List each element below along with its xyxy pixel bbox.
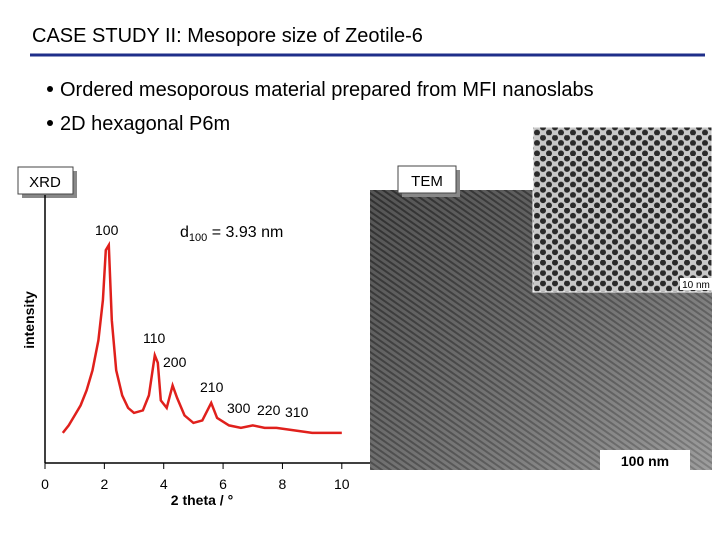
d-spacing-main: d xyxy=(180,224,189,241)
xrd-label-box xyxy=(17,166,74,195)
x-tick-label: 2 xyxy=(100,476,108,492)
x-tick-label: 4 xyxy=(160,476,168,492)
inset-scale: 10 nm xyxy=(682,280,710,291)
peak-label: 310 xyxy=(285,404,309,420)
title: CASE STUDY II: Mesopore size of Zeotile-… xyxy=(32,25,423,47)
peak-label: 200 xyxy=(163,354,187,370)
tem-inset xyxy=(532,126,713,293)
peak-label: 300 xyxy=(227,400,251,416)
bullet: Ordered mesoporous material prepared fro… xyxy=(60,79,594,101)
tem-label: TEM xyxy=(411,173,443,190)
x-tick-label: 0 xyxy=(41,476,49,492)
bullet-dot xyxy=(47,86,53,92)
peak-label: 110 xyxy=(143,330,166,346)
xrd-label: XRD xyxy=(29,174,61,191)
d-spacing-sub: 100 xyxy=(189,232,207,244)
bullet: 2D hexagonal P6m xyxy=(60,113,230,135)
tem-label-box xyxy=(397,165,457,194)
x-tick-label: 8 xyxy=(279,476,287,492)
d-spacing: d100 = 3.93 nm xyxy=(180,224,283,244)
inset-scale-box xyxy=(680,278,712,290)
scale-box xyxy=(600,450,690,470)
peak-label: 100 xyxy=(95,222,119,238)
x-axis-label: 2 theta / ° xyxy=(171,492,233,508)
peak-label: 220 xyxy=(257,402,281,418)
y-axis-label: intensity xyxy=(21,291,37,349)
x-tick-label: 10 xyxy=(334,476,350,492)
scale-label: 100 nm xyxy=(621,453,669,469)
xrd-curve xyxy=(61,240,342,435)
bullet-dot xyxy=(47,120,53,126)
x-tick-label: 6 xyxy=(219,476,227,492)
d-spacing-rest: = 3.93 nm xyxy=(207,224,283,241)
peak-label: 210 xyxy=(200,379,224,395)
